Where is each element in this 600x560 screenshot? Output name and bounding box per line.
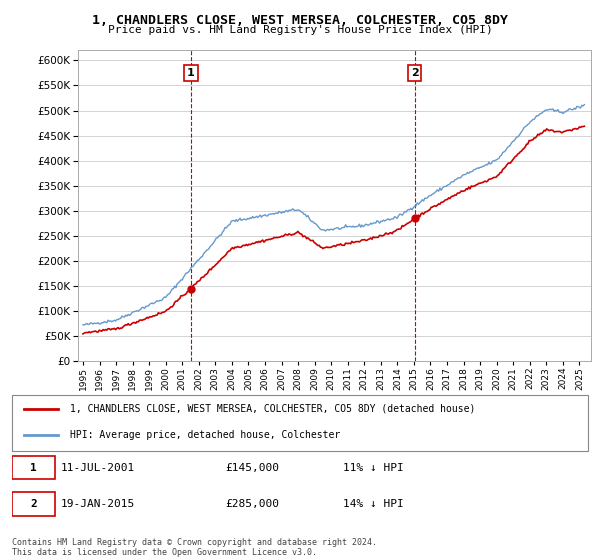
- Text: Contains HM Land Registry data © Crown copyright and database right 2024.
This d: Contains HM Land Registry data © Crown c…: [12, 538, 377, 557]
- Text: 2: 2: [30, 499, 37, 509]
- Text: 11% ↓ HPI: 11% ↓ HPI: [343, 463, 404, 473]
- FancyBboxPatch shape: [12, 395, 588, 451]
- Text: 2: 2: [411, 68, 419, 78]
- Text: HPI: Average price, detached house, Colchester: HPI: Average price, detached house, Colc…: [70, 430, 340, 440]
- Text: £145,000: £145,000: [225, 463, 279, 473]
- Text: 1, CHANDLERS CLOSE, WEST MERSEA, COLCHESTER, CO5 8DY (detached house): 1, CHANDLERS CLOSE, WEST MERSEA, COLCHES…: [70, 404, 475, 414]
- Text: 1: 1: [30, 463, 37, 473]
- Text: £285,000: £285,000: [225, 499, 279, 509]
- Text: Price paid vs. HM Land Registry's House Price Index (HPI): Price paid vs. HM Land Registry's House …: [107, 25, 493, 35]
- Text: 11-JUL-2001: 11-JUL-2001: [61, 463, 135, 473]
- Text: 19-JAN-2015: 19-JAN-2015: [61, 499, 135, 509]
- Text: 1: 1: [187, 68, 195, 78]
- Text: 1, CHANDLERS CLOSE, WEST MERSEA, COLCHESTER, CO5 8DY: 1, CHANDLERS CLOSE, WEST MERSEA, COLCHES…: [92, 14, 508, 27]
- Text: 14% ↓ HPI: 14% ↓ HPI: [343, 499, 404, 509]
- FancyBboxPatch shape: [12, 492, 55, 516]
- FancyBboxPatch shape: [12, 456, 55, 479]
